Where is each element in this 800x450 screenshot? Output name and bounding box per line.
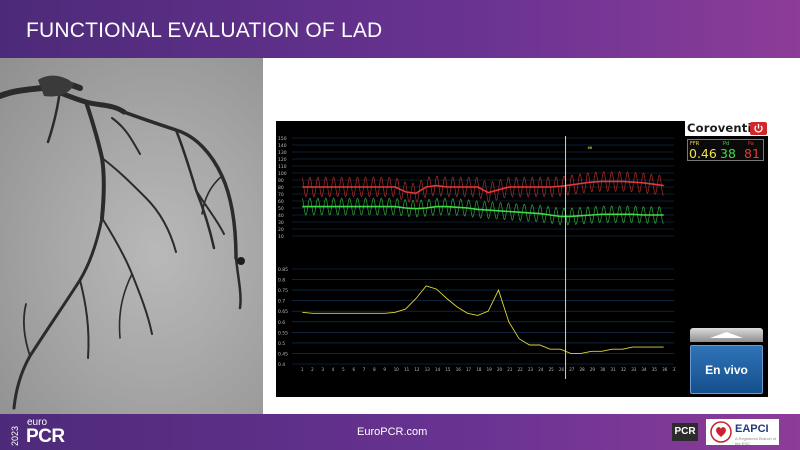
time-tick-label: 36 bbox=[662, 367, 668, 372]
time-tick-label: 2 bbox=[311, 367, 314, 372]
time-tick-label: 1 bbox=[301, 367, 304, 372]
ratio-tick-label: 0.4 bbox=[278, 362, 285, 368]
pressure-tick-label: 70 bbox=[278, 192, 284, 198]
footer-url[interactable]: EuroPCR.com bbox=[357, 426, 428, 438]
time-tick-label: 37 bbox=[673, 367, 677, 372]
pressure-tick-label: 110 bbox=[278, 164, 287, 170]
time-tick-label: 15 bbox=[445, 367, 451, 372]
pressure-tick-label: 130 bbox=[278, 150, 287, 156]
pd-mean-line bbox=[302, 205, 664, 218]
time-tick-label: 24 bbox=[538, 367, 544, 372]
time-tick-label: 7 bbox=[363, 367, 366, 372]
year-badge: 2023 bbox=[10, 426, 20, 446]
time-tick-label: 32 bbox=[621, 367, 627, 372]
ratio-tick-label: 0.6 bbox=[278, 320, 285, 326]
eapci-name: EAPCI bbox=[735, 423, 769, 435]
power-button[interactable] bbox=[750, 122, 767, 135]
pd-label: Pd bbox=[723, 141, 730, 147]
time-tick-label: 8 bbox=[373, 367, 376, 372]
brand-bar: Coroventis bbox=[685, 121, 768, 136]
pressure-tick-label: 90 bbox=[278, 178, 284, 184]
cursor-marker-label: 66 bbox=[588, 146, 592, 150]
pressure-tick-label: 40 bbox=[278, 213, 284, 219]
europcr-logo-small: euro bbox=[27, 417, 48, 428]
title-banner: FUNCTIONAL EVALUATION OF LAD bbox=[0, 0, 800, 58]
pressure-tick-label: 100 bbox=[278, 171, 287, 177]
pa-pulsatile-trace bbox=[301, 170, 664, 204]
time-tick-label: 30 bbox=[600, 367, 606, 372]
panel-expand-tab[interactable] bbox=[690, 328, 763, 342]
time-tick-label: 23 bbox=[528, 367, 534, 372]
eapci-subtitle: A Registered Branch of the ESC bbox=[735, 436, 777, 446]
time-tick-label: 18 bbox=[476, 367, 482, 372]
time-tick-label: 26 bbox=[559, 367, 565, 372]
pressure-tick-label: 60 bbox=[278, 199, 284, 205]
time-tick-label: 29 bbox=[590, 367, 596, 372]
pd-value: 38 bbox=[720, 146, 736, 161]
time-tick-label: 20 bbox=[497, 367, 503, 372]
ratio-tick-label: 0.55 bbox=[278, 330, 288, 336]
ffr-value: 0.46 bbox=[689, 146, 717, 161]
coroventis-logo: Coroventis bbox=[687, 121, 759, 135]
pressure-tick-label: 120 bbox=[278, 157, 287, 163]
pressure-chart: 150 140 130 120 110 100 90 80 70 60 50 40 30 20 10 0.85… bbox=[276, 121, 678, 397]
ratio-tick-label: 0.65 bbox=[278, 309, 288, 315]
time-tick-label: 4 bbox=[332, 367, 335, 372]
svg-text:2023: 2023 bbox=[10, 426, 20, 446]
pressure-tick-label: 30 bbox=[278, 220, 284, 226]
coroventis-monitor: 150 140 130 120 110 100 90 80 70 60 50 40 30 20 10 0.85… bbox=[276, 121, 768, 397]
time-tick-label: 3 bbox=[321, 367, 324, 372]
time-tick-label: 28 bbox=[580, 367, 586, 372]
ratio-tick-label: 0.75 bbox=[278, 288, 288, 294]
pressure-tick-label: 20 bbox=[278, 227, 284, 233]
time-tick-label: 5 bbox=[342, 367, 345, 372]
ratio-tick-label: 0.7 bbox=[278, 299, 285, 305]
chevron-up-icon bbox=[710, 332, 743, 338]
time-tick-label: 27 bbox=[569, 367, 575, 372]
angiogram-image bbox=[0, 58, 263, 414]
pa-mean-line bbox=[302, 180, 664, 195]
monitor-side-panel: Coroventis FFR Pd Pa 0.46 38 81 En vivo bbox=[685, 121, 768, 397]
ffr-label: FFR bbox=[690, 141, 700, 147]
ratio-tick-label: 0.8 bbox=[278, 278, 285, 284]
europcr-logo: PCR bbox=[26, 426, 65, 447]
time-tick-label: 34 bbox=[642, 367, 648, 372]
time-tick-label: 31 bbox=[611, 367, 617, 372]
time-tick-label: 22 bbox=[518, 367, 524, 372]
pressure-tick-label: 150 bbox=[278, 136, 287, 142]
pressure-readout: FFR Pd Pa 0.46 38 81 bbox=[687, 139, 764, 161]
ratio-tick-label: 0.5 bbox=[278, 341, 285, 347]
pd-pulsatile-trace bbox=[301, 197, 664, 226]
time-tick-label: 19 bbox=[487, 367, 493, 372]
slide-title: FUNCTIONAL EVALUATION OF LAD bbox=[26, 19, 383, 42]
ratio-tick-label: 0.45 bbox=[278, 351, 288, 357]
time-tick-label: 14 bbox=[435, 367, 441, 372]
ratio-tick-label: 0.85 bbox=[278, 267, 288, 273]
pressure-tick-label: 140 bbox=[278, 143, 287, 149]
time-tick-label: 9 bbox=[383, 367, 386, 372]
time-tick-label: 25 bbox=[549, 367, 555, 372]
time-tick-label: 35 bbox=[652, 367, 658, 372]
time-tick-label: 33 bbox=[631, 367, 637, 372]
pcr-logo: PCR bbox=[672, 423, 698, 441]
time-tick-label: 6 bbox=[352, 367, 355, 372]
live-button[interactable]: En vivo bbox=[690, 345, 763, 394]
power-icon bbox=[754, 124, 763, 133]
time-tick-label: 16 bbox=[456, 367, 462, 372]
pressure-tick-label: 50 bbox=[278, 206, 284, 212]
pa-value: 81 bbox=[744, 146, 760, 161]
time-tick-label: 12 bbox=[414, 367, 420, 372]
heart-icon bbox=[710, 421, 732, 443]
pa-label: Pa bbox=[748, 141, 754, 147]
pressure-tick-label: 10 bbox=[278, 234, 284, 240]
pressure-tick-label: 80 bbox=[278, 185, 284, 191]
footer-bar: 2023 euro PCR EuroPCR.com PCR EAPCI A Re… bbox=[0, 414, 800, 450]
time-tick-label: 17 bbox=[466, 367, 472, 372]
time-tick-label: 13 bbox=[425, 367, 431, 372]
eapci-logo: EAPCI A Registered Branch of the ESC bbox=[706, 419, 779, 446]
time-tick-label: 21 bbox=[507, 367, 513, 372]
time-tick-label: 11 bbox=[404, 367, 410, 372]
time-tick-label: 10 bbox=[394, 367, 400, 372]
ffr-ratio-line bbox=[302, 285, 664, 354]
